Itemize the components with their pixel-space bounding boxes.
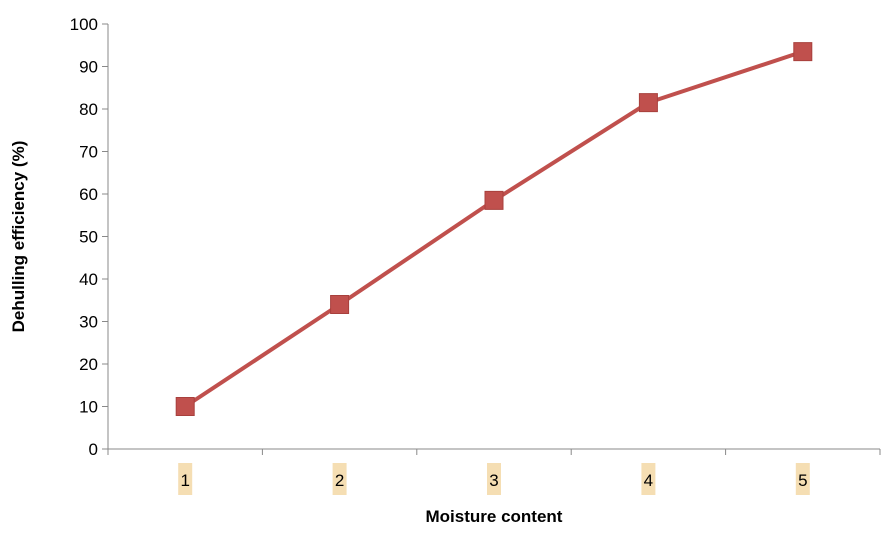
x-tick-label-highlight [487,463,501,495]
y-tick-label: 60 [79,185,98,204]
series-line [184,49,804,409]
data-point-marker [638,93,658,113]
x-tick-label-highlight [641,463,656,495]
y-tick-label: 20 [79,355,98,374]
x-axis-title: Moisture content [426,507,563,526]
data-point-marker [175,397,195,416]
data-point-marker [793,42,813,62]
series-layer [175,42,813,416]
x-tick-label-highlight [178,463,193,495]
y-tick-label: 100 [70,15,98,34]
y-tick-label: 0 [89,440,98,459]
x-tick-label: 4 [644,471,653,490]
y-tick-label: 70 [79,143,98,162]
x-tick-label: 3 [489,471,498,490]
x-tick-label: 5 [798,471,807,490]
y-tick-label: 40 [79,270,98,289]
data-point-marker [484,190,504,210]
y-axis-ticks: 0 10 20 30 40 50 60 70 80 90 100 [70,15,108,459]
x-tick-label-highlight [332,463,347,495]
data-point-marker [330,295,350,314]
x-tick-label: 1 [180,471,189,490]
y-tick-label: 30 [79,313,98,332]
y-tick-label: 90 [79,58,98,77]
x-tick-label-highlight [795,463,810,495]
y-tick-label: 10 [79,398,98,417]
x-axis-ticks: 1 2 3 4 5 [107,449,881,495]
y-tick-label: 50 [79,228,98,247]
y-tick-label: 80 [79,100,98,119]
x-tick-label: 2 [335,471,344,490]
y-axis-title: Dehulling efficiency (%) [9,141,28,333]
